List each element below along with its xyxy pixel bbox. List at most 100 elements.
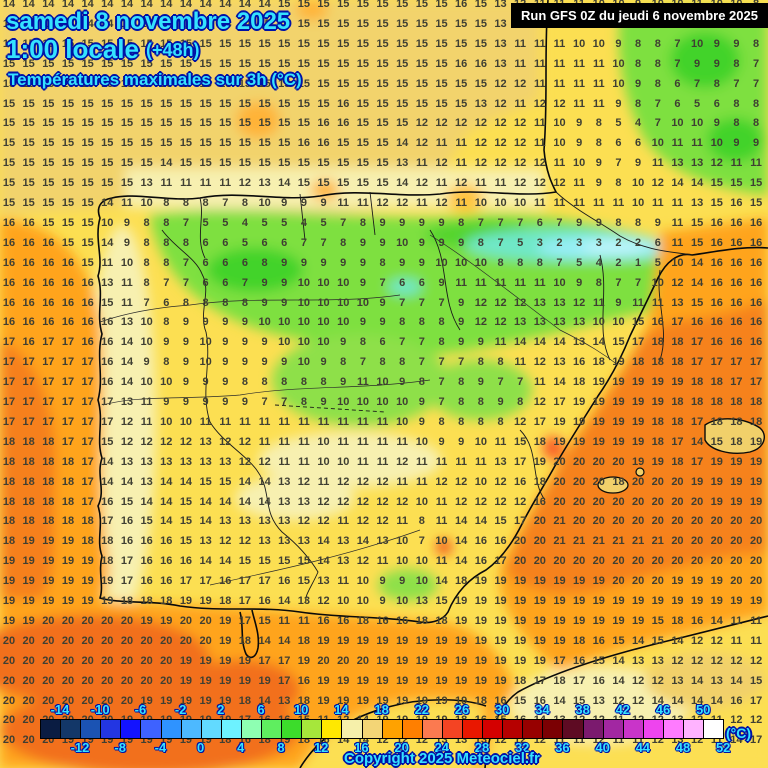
temp-value: 20	[120, 674, 134, 687]
temp-value: 14	[278, 595, 291, 607]
temp-value: 9	[222, 396, 229, 408]
temp-value: 20	[671, 555, 684, 568]
temp-value: 7	[438, 376, 445, 389]
temp-value: 14	[199, 555, 212, 568]
temp-value: 11	[101, 256, 114, 269]
temp-value: 19	[199, 595, 212, 607]
temp-value: 12	[396, 495, 409, 508]
temp-value: 11	[317, 475, 330, 488]
temp-value: 15	[415, 77, 428, 90]
temp-value: 15	[356, 0, 369, 10]
temp-value: 20	[612, 555, 625, 568]
temp-value: 11	[710, 734, 723, 747]
temp-value: 12	[533, 396, 546, 408]
temp-value: 11	[337, 435, 350, 448]
temp-value: 2	[556, 236, 563, 249]
temp-value: 19	[474, 634, 487, 647]
temp-value: 14	[396, 177, 409, 190]
temp-value: 11	[533, 197, 546, 209]
temp-value: 9	[359, 276, 366, 289]
temp-value: 20	[592, 475, 605, 488]
temp-value: 20	[573, 555, 586, 568]
temp-value: 19	[690, 475, 704, 488]
temp-value: 15	[140, 157, 153, 170]
temp-value: 15	[120, 137, 134, 150]
temp-value: 17	[101, 396, 114, 408]
rivers	[99, 234, 619, 586]
temp-value: 15	[238, 37, 252, 50]
temp-value: 10	[297, 276, 311, 289]
temp-value: 20	[42, 634, 55, 647]
temp-value: 19	[81, 575, 94, 588]
temp-value: 19	[199, 674, 212, 687]
temp-value: 15	[297, 555, 311, 568]
temp-value: 8	[143, 216, 150, 229]
temp-value: 15	[592, 654, 605, 667]
temp-value: 13	[219, 515, 232, 528]
temp-value: 17	[61, 336, 75, 349]
temp-value: 19	[592, 595, 605, 607]
temp-value: 11	[455, 197, 467, 209]
temp-value: 16	[710, 256, 723, 269]
temp-value: 17	[61, 396, 75, 408]
temp-value: 14	[710, 694, 723, 707]
temp-value: 17	[22, 376, 35, 389]
temp-value: 18	[61, 455, 75, 468]
temp-value: 9	[399, 256, 406, 269]
scale-label: 38	[575, 702, 590, 717]
temp-value: 6	[635, 137, 642, 150]
temp-value: 11	[278, 415, 291, 428]
temp-value: 8	[477, 236, 484, 249]
temp-value: 18	[2, 455, 16, 468]
temp-value: 18	[2, 515, 16, 528]
temp-value: 19	[592, 614, 605, 627]
temp-value: 15	[376, 77, 389, 90]
temp-value: 8	[713, 77, 720, 90]
temp-value: 9	[202, 396, 209, 408]
temp-value: 14	[455, 515, 468, 528]
temp-value: 11	[514, 37, 526, 50]
temp-value: 10	[396, 236, 409, 249]
temp-value: 11	[337, 415, 350, 428]
scale-color-box	[281, 719, 302, 739]
temp-value: 10	[435, 535, 448, 548]
temp-value: 20	[61, 634, 75, 647]
temp-value: 20	[120, 614, 134, 627]
temp-value: 9	[733, 37, 740, 50]
temp-value: 20	[651, 475, 664, 488]
temp-value: 16	[710, 236, 723, 249]
temp-value: 11	[533, 276, 546, 289]
temp-value: 20	[710, 515, 723, 528]
temp-value: 9	[241, 336, 248, 349]
temp-value: 15	[101, 137, 114, 150]
temp-value: 9	[300, 256, 307, 269]
temp-value: 12	[553, 177, 566, 190]
temp-value: 11	[435, 455, 448, 468]
temp-value: 10	[297, 296, 311, 309]
temp-value: 16	[317, 137, 330, 150]
temp-value: 20	[140, 634, 153, 647]
temp-value: 20	[553, 495, 566, 508]
temp-value: 15	[297, 97, 311, 110]
temp-value: 12	[160, 435, 173, 448]
temp-value: 12	[514, 77, 527, 90]
temp-value: 18	[671, 614, 684, 627]
color-scale	[40, 719, 725, 739]
temp-value: 10	[179, 415, 193, 428]
temp-value: 15	[42, 177, 55, 190]
temp-value: 8	[438, 316, 445, 329]
temp-value: 2	[615, 236, 622, 249]
scale-color-box	[522, 719, 543, 739]
temp-value: 15	[278, 57, 291, 70]
temp-value: 18	[22, 495, 35, 508]
temp-value: 20	[749, 515, 763, 528]
temp-value: 18	[573, 376, 586, 389]
temp-value: 13	[337, 555, 350, 568]
temp-value: 15	[297, 575, 311, 588]
temp-value: 11	[632, 296, 644, 309]
temp-value: 14	[278, 634, 291, 647]
temp-value: 8	[595, 117, 602, 130]
temp-value: 14	[258, 694, 271, 707]
temp-value: 13	[494, 37, 507, 50]
temp-value: 15	[120, 77, 134, 90]
